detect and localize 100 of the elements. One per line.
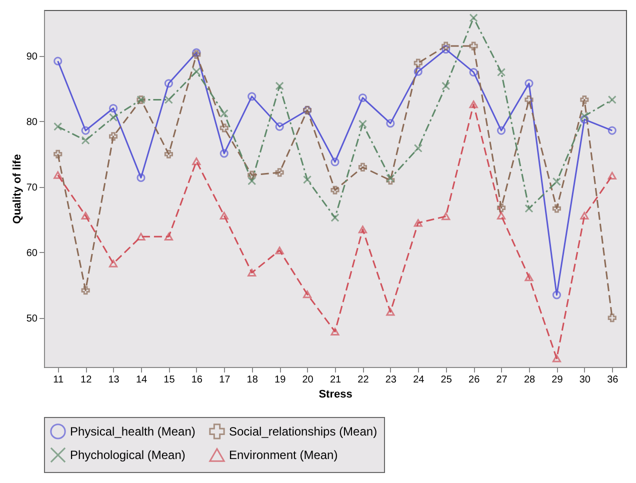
x-tick-label: 22	[358, 374, 370, 386]
point	[552, 204, 561, 213]
x-tick-label: 25	[440, 374, 452, 386]
x-tick-label: 14	[136, 374, 148, 386]
point	[192, 67, 201, 76]
point	[109, 260, 118, 268]
point	[442, 45, 450, 54]
point	[469, 14, 478, 22]
point	[54, 150, 62, 158]
point	[414, 58, 422, 68]
point	[220, 212, 228, 220]
point	[497, 204, 506, 212]
x-tick-label: 30	[579, 374, 591, 386]
x-tick-label: 19	[274, 374, 286, 386]
x-tick-label: 13	[108, 374, 120, 386]
point	[109, 132, 118, 141]
legend-label: Phychological (Mean)	[70, 448, 186, 462]
point	[81, 136, 90, 145]
x-tick-label: 15	[164, 374, 176, 386]
point	[552, 354, 561, 362]
point	[524, 273, 534, 282]
point	[54, 171, 62, 179]
point	[54, 56, 62, 66]
point	[580, 95, 589, 104]
y-tick-label: 80	[26, 116, 38, 128]
point	[330, 328, 340, 336]
x-tick-label: 17	[219, 374, 231, 386]
point	[248, 176, 256, 186]
x-tick-label: 20	[302, 374, 314, 386]
x-tick-label: 36	[607, 374, 619, 386]
point	[442, 212, 450, 220]
point	[303, 290, 312, 298]
point	[497, 68, 506, 77]
point	[497, 126, 506, 135]
point	[580, 115, 589, 124]
legend-label: Social_relationships (Mean)	[229, 424, 378, 438]
point	[192, 158, 201, 166]
x-axis-title: Stress	[318, 388, 352, 400]
point	[220, 109, 228, 118]
point	[275, 168, 284, 177]
legend-label: Environment (Mean)	[229, 448, 338, 462]
point	[386, 119, 395, 128]
x-tick-label: 28	[524, 374, 536, 386]
y-tick-label: 90	[26, 51, 38, 62]
point	[248, 268, 256, 276]
point	[524, 95, 534, 104]
x-tick-label: 21	[330, 374, 342, 386]
point	[469, 68, 478, 77]
point	[469, 42, 478, 50]
point	[552, 290, 561, 300]
legend-label: Physical_health (Mean)	[70, 424, 196, 438]
point	[524, 204, 534, 213]
point	[54, 122, 62, 131]
point	[414, 219, 422, 227]
point	[414, 67, 422, 76]
x-tick-label: 23	[385, 374, 397, 386]
point	[109, 104, 118, 113]
point	[275, 82, 284, 90]
x-tick-label: 11	[53, 374, 64, 386]
point	[358, 226, 367, 234]
point	[442, 42, 450, 50]
point	[164, 95, 173, 104]
y-tick-label: 60	[26, 248, 38, 259]
point	[580, 112, 589, 120]
point	[109, 113, 118, 122]
point	[358, 93, 367, 102]
point	[164, 232, 173, 240]
x-tick-label: 27	[496, 374, 508, 386]
point	[608, 95, 616, 104]
point	[386, 308, 395, 316]
point	[469, 100, 478, 108]
point	[608, 172, 616, 180]
point	[164, 79, 173, 88]
point	[524, 79, 534, 88]
x-tick-label: 12	[80, 374, 92, 386]
y-tick-label: 50	[26, 313, 38, 324]
point	[358, 162, 367, 172]
point	[608, 126, 616, 135]
point	[414, 144, 422, 152]
point	[248, 92, 256, 101]
y-tick-label: 70	[26, 182, 38, 194]
x-tick-label: 16	[191, 374, 203, 386]
point	[303, 175, 312, 184]
x-tick-label: 24	[413, 374, 425, 386]
point	[136, 173, 146, 182]
point	[608, 314, 616, 322]
x-tick-label: 29	[552, 374, 564, 386]
point	[580, 212, 589, 220]
x-tick-label: 26	[468, 374, 480, 386]
point	[220, 124, 228, 132]
point	[248, 170, 256, 180]
point	[330, 186, 340, 194]
point	[442, 82, 450, 90]
point	[136, 232, 146, 240]
point	[81, 126, 90, 135]
point	[81, 212, 90, 220]
x-tick-label: 18	[246, 374, 258, 386]
point	[164, 150, 173, 158]
y-axis-title: Quality of life	[11, 154, 24, 224]
point	[81, 286, 90, 295]
